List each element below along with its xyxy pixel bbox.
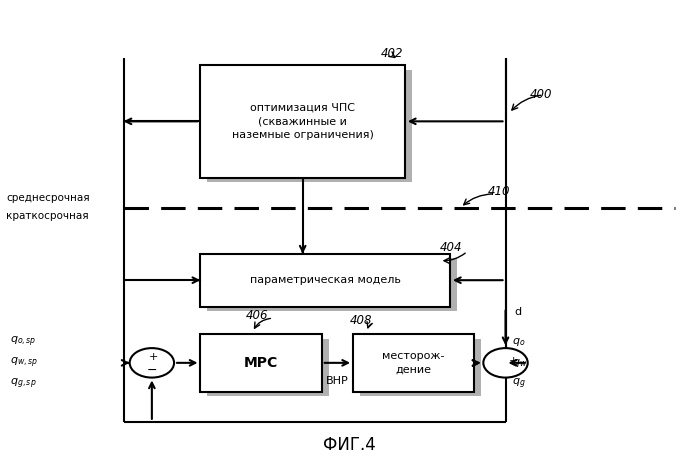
Text: +: + xyxy=(149,352,158,363)
Text: среднесрочная: среднесрочная xyxy=(6,192,90,203)
Text: 406: 406 xyxy=(245,309,268,322)
Bar xyxy=(360,339,481,397)
Circle shape xyxy=(130,348,174,377)
Bar xyxy=(201,254,450,307)
Text: $q_g$: $q_g$ xyxy=(512,377,526,391)
Text: 408: 408 xyxy=(350,314,372,327)
Text: +: + xyxy=(509,356,519,365)
Bar xyxy=(353,334,475,392)
Text: 402: 402 xyxy=(381,48,403,60)
Bar xyxy=(208,69,412,182)
Bar xyxy=(208,258,457,311)
Text: 400: 400 xyxy=(530,89,552,102)
Text: $q_o$: $q_o$ xyxy=(512,336,526,348)
Text: ФИГ.4: ФИГ.4 xyxy=(323,436,376,454)
Text: 410: 410 xyxy=(488,185,511,198)
Text: месторож-
дение: месторож- дение xyxy=(382,351,445,375)
Text: $q_{g,sp}$: $q_{g,sp}$ xyxy=(10,377,36,391)
Text: d: d xyxy=(514,307,521,317)
Bar xyxy=(201,334,322,392)
Text: МРС: МРС xyxy=(244,356,278,370)
Text: $q_{o,sp}$: $q_{o,sp}$ xyxy=(10,335,36,350)
Text: оптимизация ЧПС
(скважинные и
наземные ограничения): оптимизация ЧПС (скважинные и наземные о… xyxy=(232,103,374,140)
Text: параметрическая модель: параметрическая модель xyxy=(250,275,401,285)
Text: 404: 404 xyxy=(440,241,462,254)
Text: $q_{w,sp}$: $q_{w,sp}$ xyxy=(10,356,38,370)
Text: краткосрочная: краткосрочная xyxy=(6,211,89,221)
Bar xyxy=(201,65,405,178)
Text: ВНР: ВНР xyxy=(326,376,349,386)
Circle shape xyxy=(483,348,528,377)
Text: $q_w$: $q_w$ xyxy=(512,357,528,369)
Text: −: − xyxy=(147,364,157,377)
Bar xyxy=(208,339,329,397)
